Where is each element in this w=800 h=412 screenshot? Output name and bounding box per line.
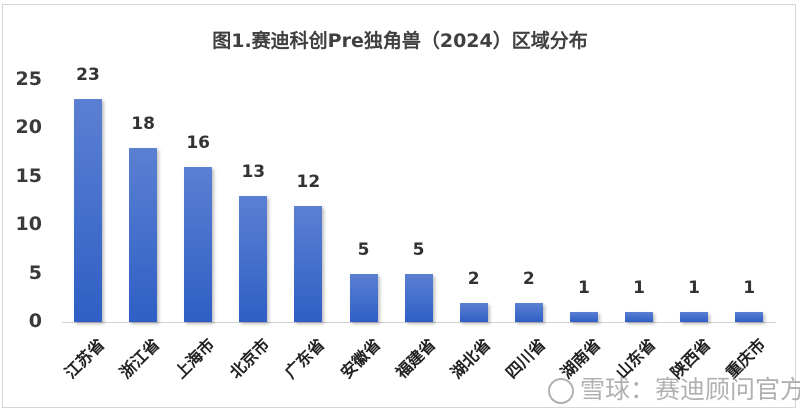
value-label: 5: [412, 239, 425, 260]
value-label: 1: [577, 278, 590, 299]
y-tick-label: 10: [15, 213, 42, 236]
y-tick-label: 0: [28, 310, 42, 332]
value-label: 16: [186, 133, 211, 154]
bar: [129, 147, 158, 322]
y-tick-label: 15: [15, 164, 42, 187]
watermark: 雪球：赛迪顾问官方: [548, 370, 800, 406]
value-label: 23: [76, 65, 100, 86]
snowball-logo-icon: [548, 378, 574, 404]
value-label: 5: [357, 239, 370, 260]
y-tick-label: 25: [15, 68, 42, 90]
bar: [569, 312, 598, 322]
bar: [239, 196, 268, 322]
bar: [680, 312, 709, 322]
value-label: 1: [633, 278, 645, 299]
bar: [404, 273, 433, 322]
bar: [514, 302, 543, 322]
y-tick-label: 20: [15, 116, 42, 139]
chart-title: 图1.赛迪科创Pre独角兽（2024）区域分布: [212, 30, 588, 52]
value-label: 13: [241, 162, 266, 183]
value-label: 2: [467, 268, 480, 289]
x-axis-line: [62, 322, 776, 323]
bar: [184, 167, 213, 322]
bar: [74, 99, 102, 322]
y-tick-label: 5: [28, 261, 42, 284]
bar: [735, 312, 764, 322]
value-label: 12: [296, 171, 321, 192]
value-label: 1: [743, 278, 756, 299]
chart-frame: [2, 4, 796, 408]
value-label: 1: [688, 278, 701, 299]
bar: [349, 273, 378, 322]
bar: [294, 205, 323, 322]
value-label: 2: [522, 268, 535, 289]
bar: [459, 302, 488, 322]
bar: [625, 312, 653, 322]
value-label: 18: [131, 113, 155, 134]
